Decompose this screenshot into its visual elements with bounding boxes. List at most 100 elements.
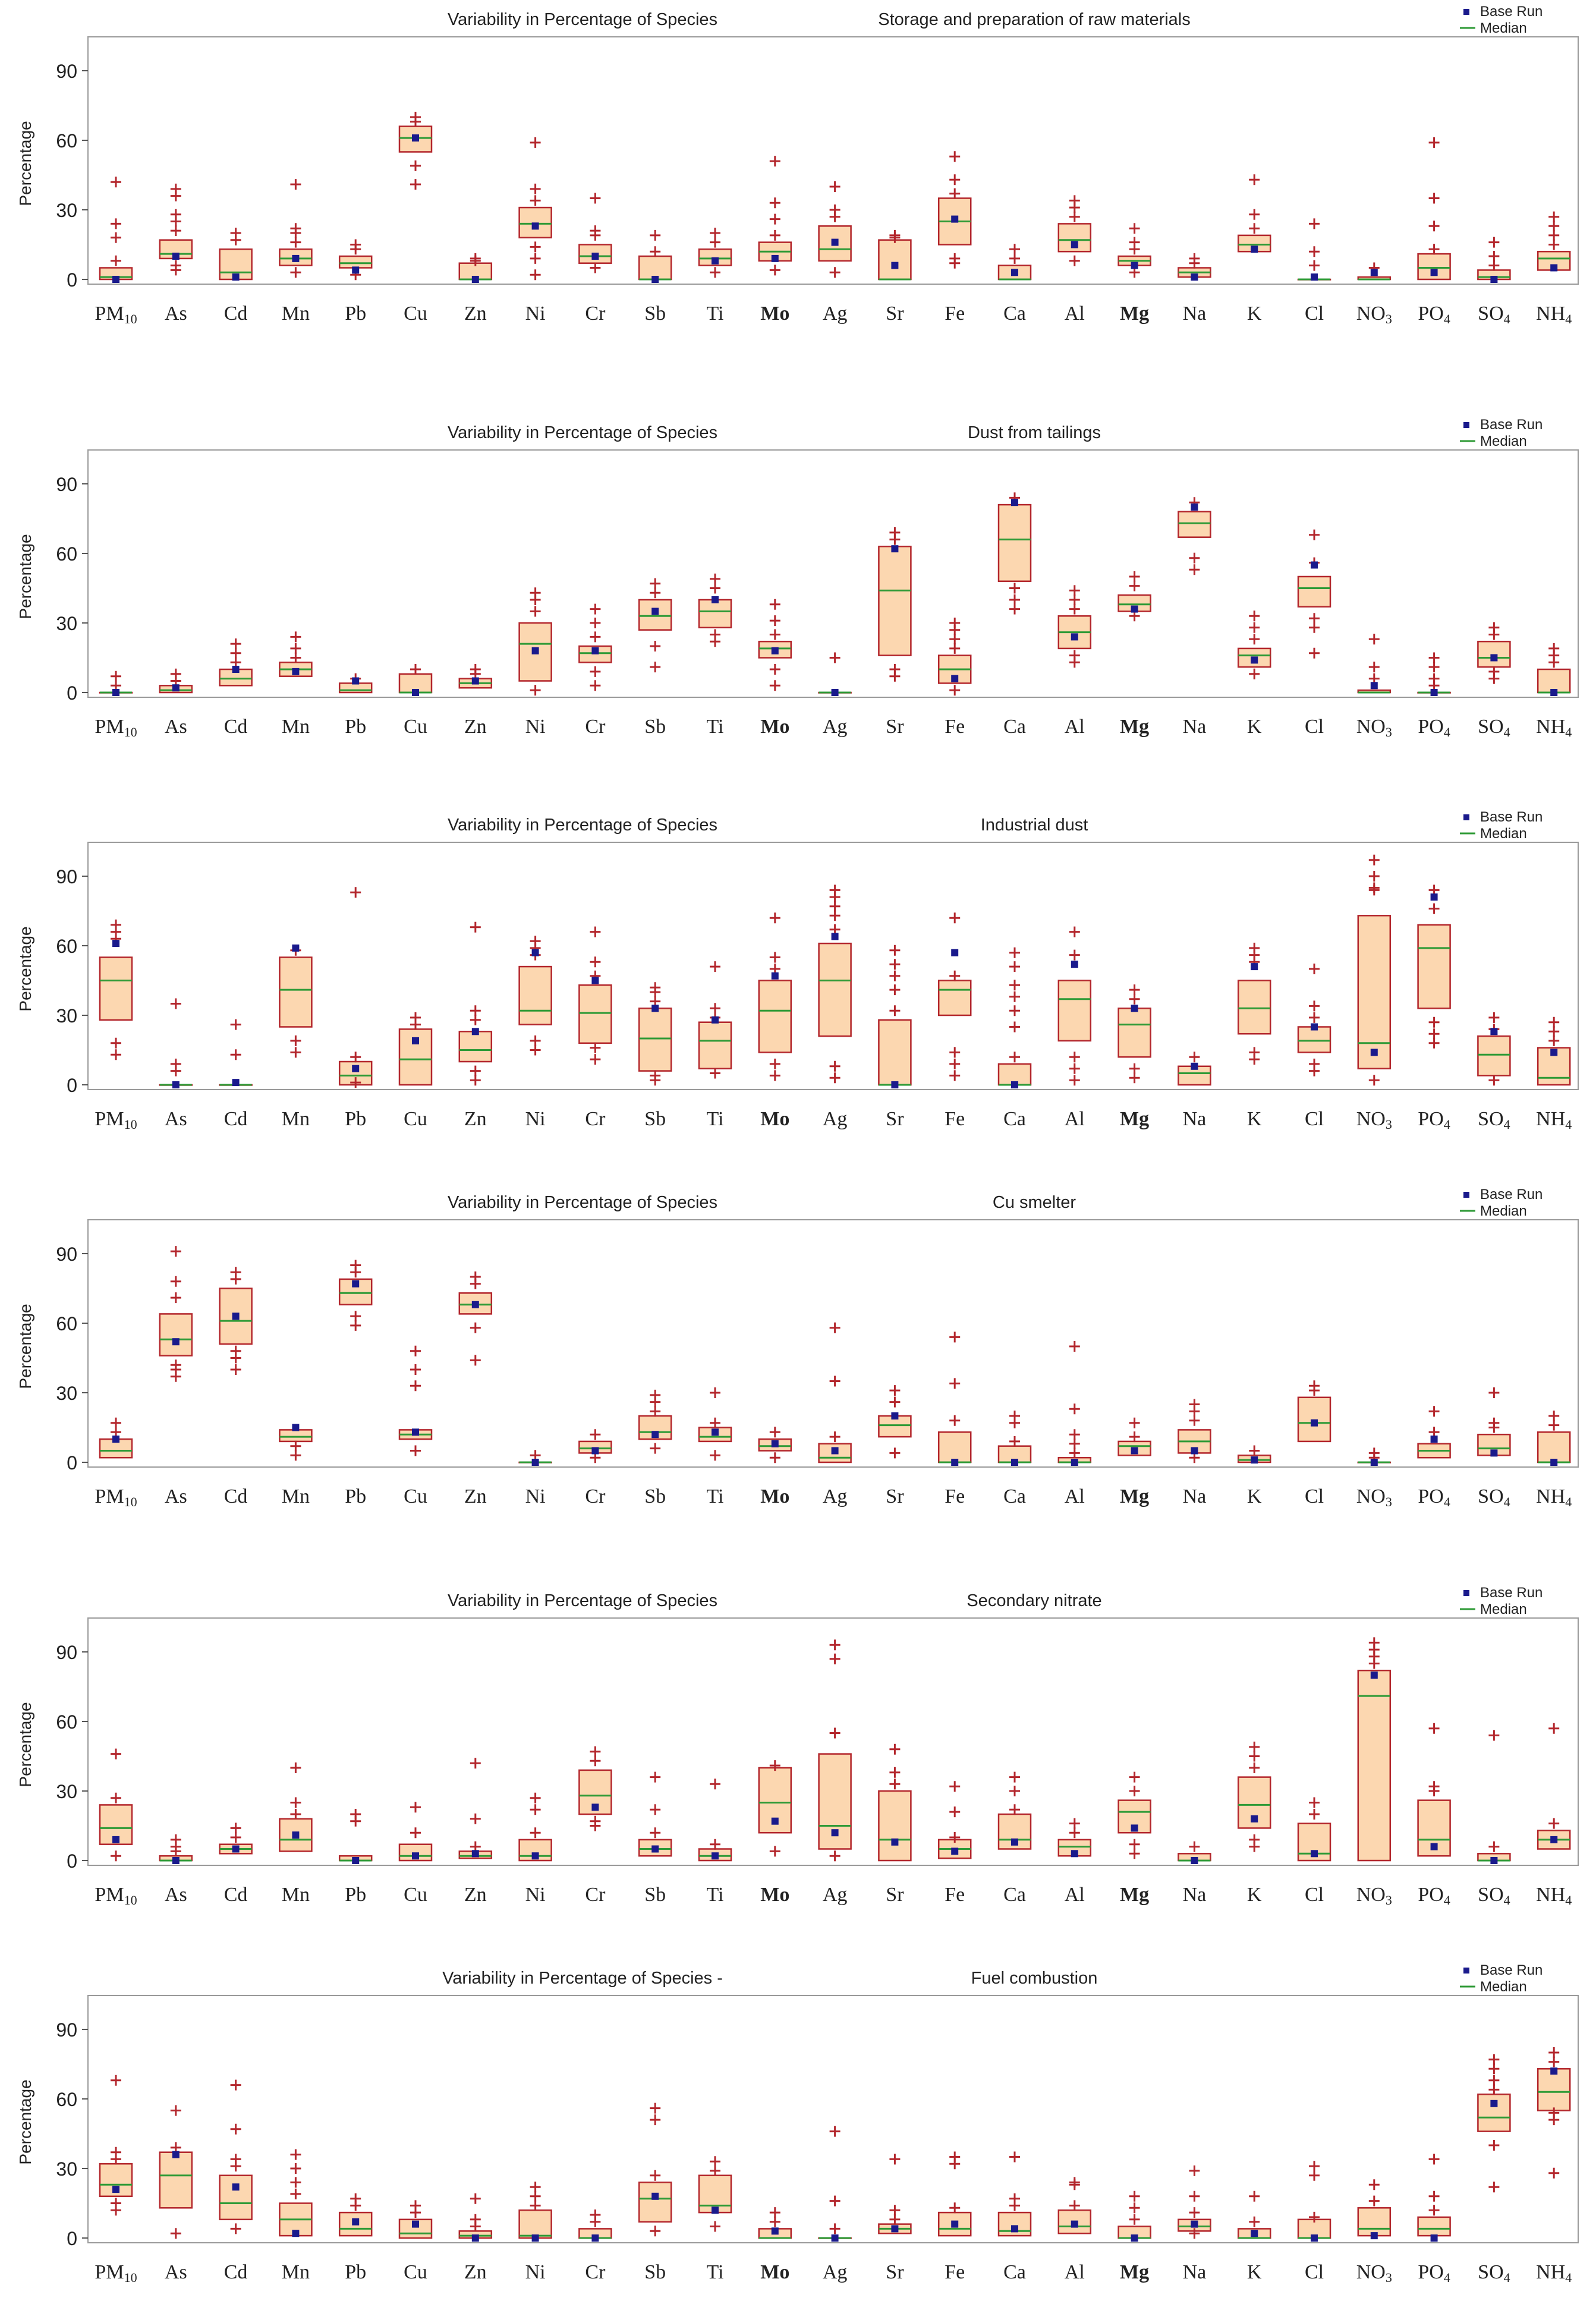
base-run-marker (651, 2192, 659, 2200)
outlier-point (170, 209, 181, 220)
outlier-point (1129, 1839, 1140, 1850)
x-tick-label: NO3 (1356, 716, 1392, 739)
x-tick-label: NH4 (1536, 1108, 1572, 1132)
base-run-marker (1550, 2067, 1558, 2075)
base-run-marker (1071, 961, 1078, 968)
outlier-point (1488, 2054, 1500, 2065)
base-run-marker (1071, 1850, 1078, 1858)
box-NO3: NO3 (1356, 1637, 1392, 1908)
x-tick-label: Mg (1120, 303, 1149, 325)
outlier-point (230, 2154, 241, 2165)
base-run-marker (232, 1312, 240, 1320)
outlier-point (1189, 552, 1200, 564)
outlier-point (590, 1042, 601, 1053)
outlier-point (1428, 2154, 1440, 2165)
outlier-point (290, 2149, 301, 2160)
base-run-marker (1311, 1850, 1318, 1858)
outlier-point (650, 2102, 661, 2114)
outlier-point (1009, 244, 1020, 255)
box-K: K (1237, 174, 1271, 325)
outlier-point (829, 181, 841, 192)
x-tick-label: Cd (224, 716, 248, 738)
base-run-marker (292, 254, 300, 262)
outlier-point (111, 255, 121, 266)
box-Al: Al (1057, 926, 1092, 1130)
plot-area (87, 36, 1579, 285)
box-Cr: Cr (578, 193, 612, 325)
box-Ti: Ti (698, 573, 732, 738)
base-run-marker (1191, 2220, 1198, 2228)
x-tick-label: Ca (1003, 1485, 1026, 1507)
x-tick-label: Zn (464, 303, 487, 325)
x-tick-label: Sr (886, 1884, 904, 1906)
x-tick-label: SO4 (1478, 1485, 1510, 1509)
x-tick-label: Ni (525, 1884, 546, 1906)
outlier-point (111, 1748, 121, 1760)
box-iqr (937, 980, 972, 1016)
x-tick-label: Cl (1305, 1884, 1324, 1906)
box-Cd: Cd (219, 1267, 253, 1507)
x-tick-label: Zn (464, 1884, 487, 1906)
x-tick-label: Cr (585, 1108, 606, 1130)
x-tick-label: Mo (760, 303, 789, 325)
outlier-point (470, 2214, 481, 2225)
base-run-marker (1071, 633, 1078, 641)
box-As: As (159, 998, 193, 1130)
base-run-marker (951, 215, 959, 223)
outlier-point (170, 1246, 181, 1257)
outlier-point (650, 662, 661, 673)
outlier-point (769, 156, 780, 167)
x-tick-label: Sb (644, 303, 666, 325)
outlier-point (1189, 2207, 1200, 2218)
box-Fe: Fe (937, 912, 972, 1130)
outlier-point (1189, 1841, 1200, 1852)
base-run-marker (1490, 1857, 1498, 1864)
box-Na: Na (1178, 1399, 1211, 1507)
outlier-point (1249, 1741, 1260, 1752)
x-tick-label: Al (1065, 303, 1085, 325)
outlier-point (230, 2079, 241, 2091)
outlier-point (769, 615, 780, 627)
box-Cd: Cd (219, 638, 253, 738)
outlier-point (290, 2188, 301, 2199)
outlier-point (710, 1417, 720, 1428)
box-iqr (1117, 1008, 1151, 1058)
outlier-point (949, 634, 961, 645)
x-tick-label: Na (1183, 303, 1207, 325)
chart-subtitle: Dust from tailings (968, 423, 1101, 442)
box-As: As (159, 2105, 193, 2283)
base-run-marker (951, 1847, 959, 1855)
outlier-point (290, 267, 301, 278)
outlier-point (530, 1827, 541, 1839)
outlier-point (410, 112, 421, 122)
box-Cr: Cr (578, 2209, 612, 2283)
base-run-marker (771, 254, 779, 262)
box-Sb: Sb (638, 982, 672, 1130)
box-Ti: Ti (698, 1387, 732, 1507)
base-run-marker (531, 2234, 539, 2242)
outlier-point (829, 1639, 841, 1651)
x-tick-label: K (1247, 303, 1262, 325)
x-tick-label: Ni (525, 2261, 546, 2283)
outlier-point (230, 2223, 241, 2234)
base-run-marker (712, 1428, 719, 1436)
outlier-point (1069, 1827, 1080, 1839)
box-Cr: Cr (578, 1429, 612, 1507)
outlier-point (1069, 926, 1080, 937)
outlier-point (1249, 942, 1260, 953)
box-Sb: Sb (638, 229, 672, 325)
outlier-point (829, 885, 841, 896)
outlier-point (170, 998, 181, 1009)
box-Mo: Mo (758, 156, 792, 325)
box-PM10: PM10 (95, 671, 137, 739)
outlier-point (290, 1809, 301, 1820)
outlier-point (650, 1406, 661, 1417)
outlier-point (1488, 1417, 1500, 1428)
box-Cl: Cl (1297, 529, 1331, 738)
outlier-point (170, 1359, 181, 1371)
box-Cd: Cd (219, 1823, 253, 1906)
outlier-point (1428, 137, 1440, 148)
base-run-marker (112, 1436, 119, 1443)
outlier-point (710, 267, 720, 278)
outlier-point (1069, 1403, 1080, 1415)
